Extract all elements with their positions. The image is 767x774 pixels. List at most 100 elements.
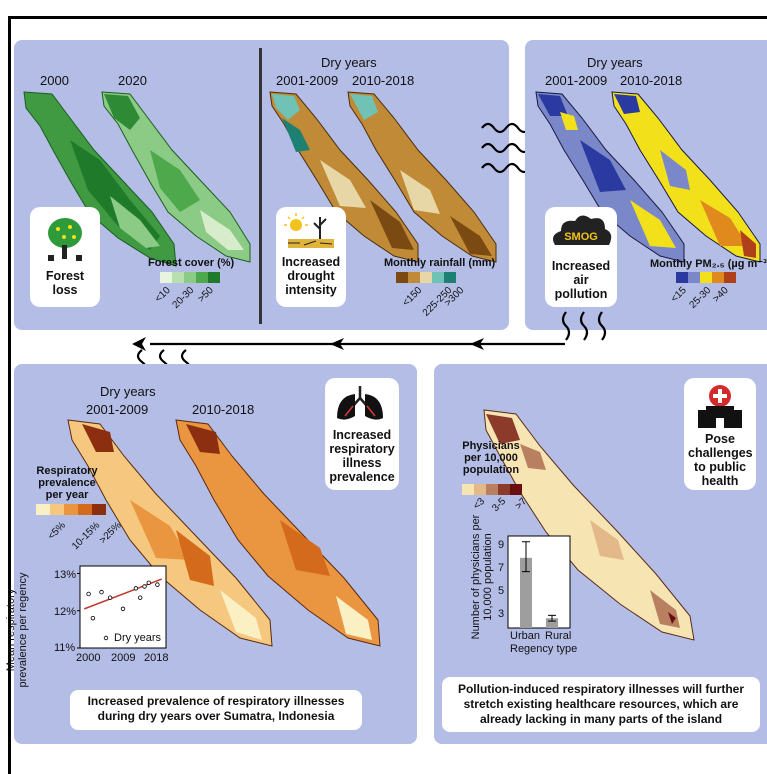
resp-caption: Increased prevalence of respiratory illn…	[70, 690, 362, 730]
bar-xlabel: Regency type	[510, 643, 578, 655]
map-resp-2010-2018	[175, 419, 381, 647]
air-pollution-card: SMOG Increased air pollution	[545, 207, 617, 307]
lungs-icon	[337, 386, 383, 420]
scatter-point	[142, 584, 147, 589]
bar-chart-bg	[508, 536, 570, 628]
bar-rural	[546, 618, 558, 628]
bar-cat-rural: Rural	[545, 630, 572, 642]
forest-loss-label: Forest loss	[45, 269, 85, 297]
bar-ytick-3: 9	[498, 539, 505, 551]
drought-icon	[284, 213, 334, 248]
map-rain-2001-2009	[269, 91, 419, 263]
figure-frame	[8, 16, 767, 774]
map-pm-2010-2018	[611, 91, 761, 263]
scatter-point	[90, 615, 96, 621]
bar-chart	[507, 535, 571, 629]
pm-period-a: 2001-2009	[545, 73, 608, 88]
smog-cloud-icon	[553, 215, 612, 245]
resp-sw-swatch-1	[50, 504, 64, 515]
respiratory-card: Increased respiratory illness prevalence	[325, 378, 399, 490]
scatter-ytick-2: 13%	[54, 569, 77, 581]
scatter-ytick-1: 12%	[54, 606, 77, 618]
map-resp-2001-2009	[67, 419, 273, 647]
rain-sw-swatch-2	[420, 272, 432, 283]
forest-sw-swatch-0	[160, 272, 172, 283]
panel-divider	[259, 48, 262, 324]
forest-year-b: 2020	[118, 73, 147, 88]
rain-sw-swatch-0	[396, 272, 408, 283]
rain-header: Dry years	[321, 55, 377, 70]
rain-sw-swatch-4	[444, 272, 456, 283]
pm-sw-swatch-2	[700, 272, 712, 283]
forest-sw-swatch-2	[184, 272, 196, 283]
hospital-icon	[698, 385, 742, 428]
forest-loss-card: Forest loss	[30, 207, 100, 307]
map-forest-2000	[23, 91, 177, 267]
resp-legend-title: Respiratory prevalence per year	[36, 465, 98, 501]
map-rain-2010-2018	[347, 91, 497, 263]
forest-legend-title: Forest cover (%)	[148, 257, 235, 269]
scatter-point	[137, 595, 143, 600]
respiratory-label: Increased respiratory illness prevalence	[329, 428, 395, 484]
health-caption-text: Pollution-induced respiratory illnesses …	[457, 682, 745, 726]
health-sw-swatch-3	[498, 484, 510, 495]
scatter-point	[99, 589, 104, 595]
health-sw-swatch-2	[486, 484, 498, 495]
bar-urban	[520, 557, 532, 628]
scatter-xtick-1: 2009	[111, 652, 136, 664]
resp-period-a: 2001-2009	[86, 402, 149, 417]
forest-sw-swatch-1	[172, 272, 184, 283]
scatter-legend-marker	[103, 635, 109, 641]
resp-header: Dry years	[100, 384, 156, 399]
public-health-card: Pose challenges to public health	[684, 378, 756, 490]
rain-legend-title: Monthly rainfall (mm)	[384, 257, 496, 269]
rain-period-b: 2010-2018	[352, 73, 415, 88]
map-pm-2001-2009	[535, 91, 685, 263]
health-caption: Pollution-induced respiratory illnesses …	[442, 677, 760, 732]
resp-period-b: 2010-2018	[192, 402, 255, 417]
rain-sw-swatch-3	[432, 272, 444, 283]
bar-ytick-2: 7	[498, 562, 505, 574]
smog-text: SMOG	[564, 231, 598, 243]
resp-sw-swatch-0	[36, 504, 50, 515]
scatter-chart	[77, 565, 167, 649]
pm-period-b: 2010-2018	[620, 73, 683, 88]
bar-axes-box	[507, 535, 571, 629]
scatter-ytick-0: 11%	[54, 642, 76, 654]
scatter-axes-box	[79, 565, 167, 649]
scatter-point	[155, 582, 160, 587]
pm-header: Dry years	[587, 55, 643, 70]
resp-sw-swatch-3	[78, 504, 92, 515]
pm-sw-swatch-3	[712, 272, 724, 283]
map-forest-2020	[101, 91, 251, 263]
bar-ytick-1: 5	[498, 585, 505, 597]
pm-legend-title: Monthly PM₂.₅ (µg m⁻³)	[650, 258, 767, 270]
tree-icon	[48, 218, 82, 261]
scatter-point	[107, 595, 113, 600]
map-physicians	[483, 409, 695, 641]
public-health-label: Pose challenges to public health	[688, 432, 753, 488]
health-legend-title: Physicians per 10,000 population	[462, 440, 520, 476]
forest-sw-swatch-4	[208, 272, 220, 283]
scatter-point	[120, 606, 126, 612]
scatter-xtick-2: 2018	[144, 652, 169, 664]
health-sw-swatch-4	[510, 484, 522, 495]
health-sw-swatch-1	[474, 484, 486, 495]
scatter-legend: Dry years	[114, 632, 162, 644]
rain-period-a: 2001-2009	[276, 73, 339, 88]
resp-sw-swatch-4	[92, 504, 106, 515]
forest-year-a: 2000	[40, 73, 69, 88]
scatter-point	[133, 586, 139, 591]
drought-card: Increased drought intensity	[276, 207, 346, 307]
scatter-point	[146, 580, 151, 585]
air-pollution-label: Increased air pollution	[551, 259, 611, 301]
scatter-ylabel: Mean respiratory prevalence per regency	[5, 572, 29, 688]
resp-caption-text: Increased prevalence of respiratory illn…	[87, 694, 345, 723]
forest-sw-swatch-3	[196, 272, 208, 283]
pm-sw-swatch-0	[676, 272, 688, 283]
rain-sw-swatch-1	[408, 272, 420, 283]
pm-sw-swatch-4	[724, 272, 736, 283]
scatter-xtick-0: 2000	[76, 652, 101, 664]
scatter-point	[86, 591, 91, 597]
pm-sw-swatch-1	[688, 272, 700, 283]
